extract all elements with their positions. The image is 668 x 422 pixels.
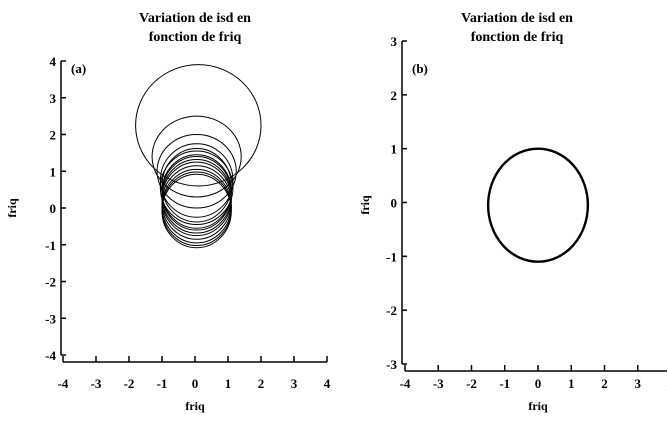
panel-a-x-tick-label: 2	[258, 376, 265, 391]
panel-b-title-line2: fonction de friq	[471, 30, 564, 45]
panel-b-x-tick-label: -2	[466, 376, 477, 391]
panel-b-series	[488, 149, 588, 262]
panel-b-x-tick-label: -3	[433, 376, 444, 391]
panel-b-x-tick-label: -4	[400, 376, 411, 391]
panel-a-x-tick-label: 4	[324, 376, 331, 391]
panel-a-x-tick-label: 0	[192, 376, 199, 391]
panel-b-series-1	[488, 149, 588, 262]
panel-b-x-tick-label: 1	[568, 376, 575, 391]
panel-a-x-tick-label: -4	[58, 376, 69, 391]
panel-a-y-tick-label: -1	[45, 238, 56, 253]
panel-b-ylabel: friq	[358, 195, 372, 215]
panel-a: Variation de isd en fonction de friq (a)…	[5, 11, 331, 413]
panel-a-y-tick-label: -2	[45, 275, 56, 290]
panel-a-y-tick-label: 1	[50, 164, 57, 179]
panel-a-y-tick-label: 2	[50, 128, 57, 143]
panel-a-y-tick-label: -3	[45, 311, 56, 326]
panel-a-y-tick-label: 4	[50, 54, 57, 69]
panel-a-x-tick-label: -3	[91, 376, 102, 391]
panel-a-label: (a)	[71, 61, 86, 76]
panel-a-series-1	[136, 65, 261, 186]
panel-b-title-line1: Variation de isd en	[461, 11, 573, 26]
panel-b-y-tick-label: -3	[386, 357, 397, 372]
panel-b-x-tick-label: 0	[535, 376, 542, 391]
panel-a-y-tick-label: 0	[50, 201, 57, 216]
panel-b-y-tick-label: 2	[391, 88, 398, 103]
panel-a-y-tick-label: 3	[50, 91, 57, 106]
panel-a-x-tick-label: -2	[124, 376, 135, 391]
panel-b-y-tick-label: 1	[391, 142, 398, 157]
panel-a-ylabel: friq	[5, 198, 19, 218]
panel-a-y-tick-label: -4	[45, 348, 56, 363]
panel-b-label: (b)	[412, 61, 428, 76]
panel-a-series-9	[162, 169, 231, 243]
panel-a-title-line2: fonction de friq	[149, 30, 242, 45]
panel-b-x-tick-label: -1	[499, 376, 510, 391]
panel-a-series-10	[162, 172, 231, 246]
panel-b: Variation de isd en fonction de friq (b)…	[358, 11, 668, 413]
panel-a-title-line1: Variation de isd en	[139, 11, 251, 26]
panel-a-xlabel: friq	[185, 399, 205, 413]
panel-a-x-tick-label: 3	[291, 376, 298, 391]
panel-a-x-tick-label: 1	[225, 376, 232, 391]
panel-b-y-tick-label: 3	[391, 34, 398, 49]
panel-b-y-tick-label: 0	[391, 196, 398, 211]
panel-a-axes: 4 3 2 1 0 -1 -2 -3 -4-4 -3 -2 -1 0 1 2 3 4	[45, 54, 331, 391]
panel-a-series	[136, 65, 261, 248]
panel-a-x-tick-label: -1	[157, 376, 168, 391]
panel-b-x-tick-label: 2	[601, 376, 608, 391]
panel-a-series-6	[162, 157, 231, 231]
panel-b-y-tick-label: -1	[386, 249, 397, 264]
panel-b-y-tick-label: -2	[386, 303, 397, 318]
panel-b-x-tick-label: 3	[635, 376, 642, 391]
panel-b-xlabel: friq	[528, 399, 548, 413]
